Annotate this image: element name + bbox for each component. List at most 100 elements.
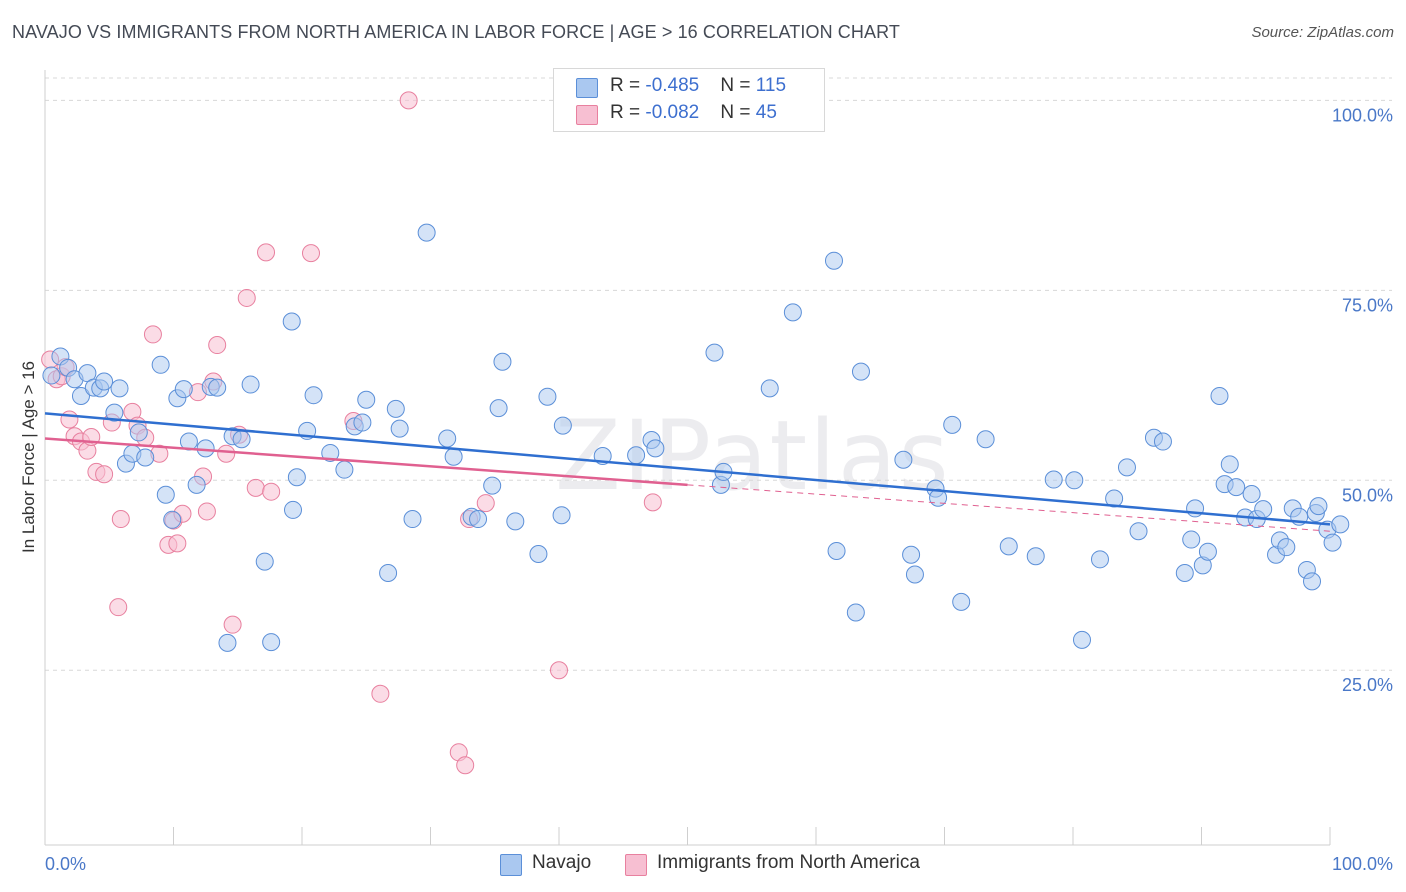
trend-line-navajo (44, 412, 1331, 526)
point-immigrants (301, 244, 320, 263)
point-navajo (390, 419, 409, 438)
point-navajo (646, 439, 665, 458)
point-navajo (379, 563, 398, 582)
point-navajo (1198, 542, 1217, 561)
point-navajo (824, 251, 843, 270)
point-navajo (129, 423, 148, 442)
x-tick-label-max: 100.0% (1332, 854, 1393, 874)
point-navajo (1026, 547, 1045, 566)
point-navajo (846, 603, 865, 622)
point-immigrants (262, 482, 281, 501)
point-navajo (1129, 522, 1148, 541)
point-immigrants (197, 502, 216, 521)
point-immigrants (168, 534, 187, 553)
point-navajo (444, 447, 463, 466)
point-navajo (187, 475, 206, 494)
navajo-legend-label: Navajo (532, 852, 592, 873)
point-navajo (929, 488, 948, 507)
point-navajo (105, 403, 124, 422)
point-navajo (1309, 497, 1328, 516)
immigrants-swatch-icon (576, 105, 598, 125)
point-navajo (110, 379, 129, 398)
point-navajo (506, 512, 525, 531)
point-navajo (1182, 530, 1201, 549)
point-immigrants (143, 325, 162, 344)
point-navajo (1117, 458, 1136, 477)
y-tick-label: 100.0% (1332, 105, 1393, 125)
x-tick-label-min: 0.0% (45, 854, 86, 874)
point-immigrants (456, 756, 475, 775)
point-navajo (952, 592, 971, 611)
grid-lines (45, 77, 1392, 671)
point-immigrants (476, 494, 495, 513)
point-navajo (1242, 484, 1261, 503)
point-navajo (417, 223, 436, 242)
navajo-r-value: -0.485 (645, 75, 700, 96)
point-immigrants (399, 91, 418, 110)
point-navajo (553, 416, 572, 435)
point-navajo (1065, 471, 1084, 490)
point-navajo (262, 633, 281, 652)
point-navajo (353, 413, 372, 432)
point-immigrants (237, 288, 256, 307)
point-navajo (304, 386, 323, 405)
point-navajo (1220, 455, 1239, 474)
point-navajo (529, 544, 548, 563)
point-navajo (163, 510, 182, 529)
point-navajo (999, 537, 1018, 556)
point-immigrants (95, 465, 114, 484)
point-immigrants (109, 598, 128, 617)
point-navajo (851, 362, 870, 381)
point-immigrants (550, 661, 568, 680)
watermark: ZIPatlas (555, 400, 951, 512)
point-navajo (282, 312, 301, 331)
immigrants-n-value: 45 (755, 102, 777, 123)
point-navajo (552, 506, 571, 525)
navajo-legend-icon (500, 854, 522, 876)
point-navajo (1153, 432, 1172, 451)
point-navajo (196, 439, 215, 458)
y-tick-label: 50.0% (1342, 485, 1393, 505)
point-immigrants (111, 510, 130, 529)
point-navajo (894, 450, 913, 469)
immigrants-r-value: -0.082 (645, 102, 700, 123)
point-navajo (943, 415, 962, 434)
point-navajo (357, 390, 376, 409)
point-navajo (1105, 489, 1124, 508)
immigrants-legend-label: Immigrants from North America (657, 852, 920, 873)
immigrants-n-label: N = (720, 102, 756, 123)
point-navajo (976, 430, 995, 449)
point-navajo (255, 552, 274, 571)
point-navajo (705, 343, 724, 362)
navajo-r-label: R = (610, 75, 646, 96)
y-tick-label: 75.0% (1342, 295, 1393, 315)
point-immigrants (257, 243, 276, 262)
point-navajo (1090, 550, 1109, 569)
point-navajo (241, 375, 260, 394)
source-label: Source: ZipAtlas.com (1251, 24, 1394, 41)
point-navajo (627, 446, 646, 465)
point-immigrants (371, 684, 390, 703)
point-navajo (218, 633, 237, 652)
point-immigrants (223, 615, 242, 634)
navajo-n-label: N = (720, 75, 756, 96)
point-navajo (136, 448, 155, 467)
point-navajo (1323, 533, 1342, 552)
legend-box: R = -0.485 N = 115 R = -0.082 N = 45 (553, 68, 825, 132)
point-navajo (1277, 538, 1296, 557)
point-navajo (438, 429, 457, 448)
data-points (41, 91, 1350, 775)
point-navajo (905, 565, 924, 584)
point-navajo (1331, 515, 1350, 534)
point-immigrants (60, 410, 79, 429)
y-tick-label: 25.0% (1342, 675, 1393, 695)
trend-line-immigrants-dashed (687, 484, 1331, 532)
point-navajo (151, 355, 170, 374)
point-navajo (386, 399, 405, 418)
point-navajo (760, 379, 779, 398)
axes (44, 70, 1331, 846)
navajo-n-value: 115 (755, 75, 787, 96)
axis-labels: 25.0% 50.0% 75.0% 100.0% 0.0% 100.0% In Labor … (19, 105, 1393, 874)
point-navajo (321, 443, 340, 462)
